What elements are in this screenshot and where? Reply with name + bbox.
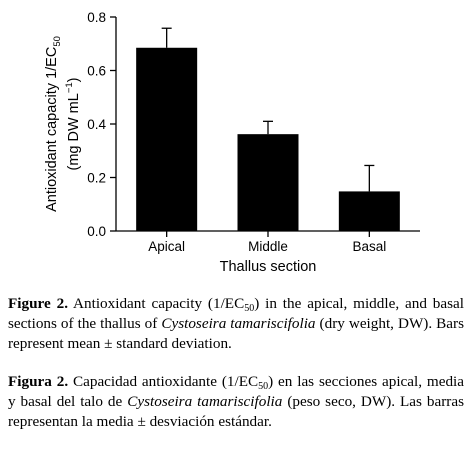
caption-label: Figure 2. <box>8 295 69 312</box>
x-axis-label: Thallus section <box>220 259 317 275</box>
x-tick-label-basal: Basal <box>352 239 386 254</box>
svg-text:Antioxidant capacity 1/EC50: Antioxidant capacity 1/EC50 <box>44 36 63 212</box>
y-tick-label: 0.2 <box>87 171 106 186</box>
caption-label: Figura 2. <box>8 373 69 390</box>
y-tick-label: 0.6 <box>87 64 106 79</box>
x-tick-label-middle: Middle <box>248 239 288 254</box>
y-tick-label: 0.0 <box>87 224 106 239</box>
y-tick-label: 0.4 <box>87 117 106 132</box>
bars <box>136 47 400 232</box>
x-tick-label-apical: Apical <box>148 239 185 254</box>
y-tick-label: 0.8 <box>87 10 106 25</box>
svg-text:(mg DW mL−1): (mg DW mL−1) <box>64 77 82 170</box>
error-bars <box>161 27 375 192</box>
y-axis-label: Antioxidant capacity 1/EC50 (mg DW mL−1) <box>44 36 82 212</box>
y-ticks: 0.0 0.2 0.4 0.6 0.8 <box>87 10 116 239</box>
species-name: Cystoseira tamariscifolia <box>127 393 283 410</box>
species-name: Cystoseira tamariscifolia <box>161 315 316 332</box>
figure-caption-english: Figure 2. Antioxidant capacity (1/EC50) … <box>8 295 464 352</box>
bar-apical <box>136 47 198 232</box>
x-ticks: Apical Middle Basal <box>148 231 386 254</box>
figure-caption-spanish: Figura 2. Capacidad antioxidante (1/EC50… <box>8 373 464 430</box>
bar-middle <box>237 134 299 231</box>
bar-basal <box>338 191 400 231</box>
bar-chart: 0.0 0.2 0.4 0.6 0.8 Apical Middle Basal Thallu… <box>44 10 420 275</box>
